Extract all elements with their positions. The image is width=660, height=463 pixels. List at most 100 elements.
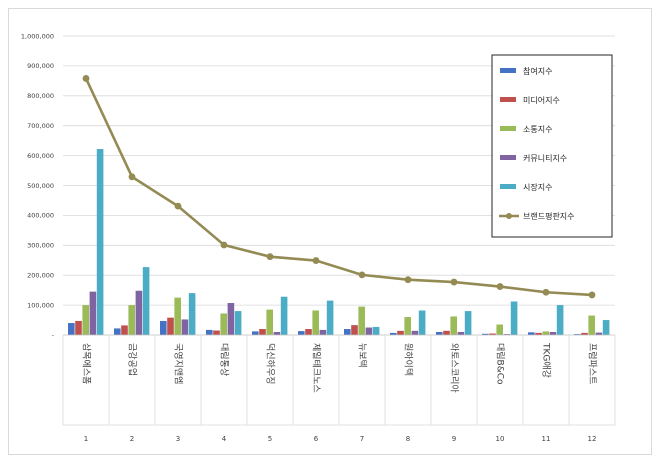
- brand-index-line: [82, 75, 596, 299]
- y-tick-label: 700,000: [27, 122, 54, 130]
- category-label: 금강공업: [127, 343, 138, 376]
- legend-box: [491, 54, 613, 238]
- y-tick-label: 200,000: [27, 272, 54, 280]
- bar-4: [273, 332, 281, 335]
- bar-5: [510, 301, 518, 335]
- category-label: 국영지앤엠: [173, 343, 185, 384]
- bar-1: [114, 328, 121, 335]
- brand-index-polyline: [84, 77, 593, 297]
- brand-reputation-chart: - 100,000 200,000 300,000 400,000 500,000 600,…: [21, 32, 616, 443]
- gridlines: [63, 35, 615, 306]
- bar-3: [588, 315, 595, 335]
- legend-label: 미디어지수: [523, 95, 560, 105]
- rank-label: 3: [176, 435, 180, 443]
- bar-5: [96, 149, 104, 335]
- bar-2: [581, 332, 588, 335]
- brand-index-point: [358, 271, 366, 279]
- bar-1: [390, 332, 397, 335]
- y-tick-label: 800,000: [27, 92, 54, 100]
- brand-index-point: [404, 276, 412, 284]
- bar-3: [128, 305, 135, 335]
- bar-4: [549, 332, 557, 335]
- bar-1: [574, 334, 581, 335]
- bar-2: [397, 330, 404, 335]
- bar-3: [450, 316, 457, 335]
- bar-3: [542, 331, 549, 335]
- bar-3: [496, 324, 503, 335]
- legend-swatch: [500, 97, 516, 102]
- rank-label: 7: [360, 435, 364, 443]
- bar-3: [82, 305, 89, 335]
- y-tick-label: 600,000: [27, 152, 54, 160]
- brand-index-point: [588, 291, 596, 299]
- bar-2: [213, 330, 220, 335]
- legend-label: 커뮤니티지수: [523, 153, 567, 163]
- bar-1: [436, 332, 443, 335]
- bar-3: [358, 306, 365, 335]
- legend-label: 소통지수: [523, 125, 552, 134]
- bar-4: [595, 332, 603, 335]
- bar-1: [344, 329, 351, 335]
- legend-swatch: [500, 184, 516, 189]
- category-label: 와토스코리아: [449, 343, 461, 393]
- bar-2: [259, 329, 266, 335]
- bar-4: [457, 332, 465, 335]
- bar-2: [167, 317, 174, 335]
- legend-swatch: [500, 68, 516, 73]
- y-tick-label: 300,000: [27, 242, 54, 250]
- rank-label: 4: [222, 435, 227, 443]
- bar-1: [298, 331, 305, 335]
- bar-5: [602, 320, 610, 335]
- category-label: 대림통상: [219, 343, 231, 376]
- legend-label: 참여지수: [523, 66, 552, 76]
- bar-4: [365, 327, 373, 335]
- brand-index-point: [82, 75, 90, 82]
- bar-4: [135, 290, 143, 335]
- category-label: 삼목에스폼: [81, 343, 92, 384]
- rank-label: 8: [406, 435, 410, 443]
- bar-2: [75, 320, 82, 335]
- bar-1: [160, 320, 167, 335]
- brand-index-point: [266, 253, 274, 261]
- bar-3: [266, 309, 273, 335]
- bar-2: [443, 330, 450, 335]
- category-label: 뉴보텍: [357, 343, 368, 368]
- chart-frame: - 100,000 200,000 300,000 400,000 500,000 600,…: [8, 8, 652, 455]
- brand-index-point: [542, 288, 550, 296]
- bar-5: [556, 305, 564, 335]
- y-tick-label: 500,000: [27, 182, 54, 190]
- brand-index-point: [220, 241, 228, 249]
- legend-marker: [506, 213, 512, 219]
- bar-2: [121, 325, 128, 335]
- bar-4: [503, 334, 511, 335]
- bar-4: [89, 291, 97, 335]
- rank-label: 10: [496, 435, 505, 443]
- legend-swatch: [500, 126, 516, 131]
- bar-4: [319, 329, 327, 335]
- bar-4: [181, 319, 189, 335]
- bar-5: [188, 293, 196, 335]
- y-tick-label: 900,000: [27, 62, 54, 70]
- bar-5: [234, 311, 242, 335]
- rank-label: 11: [542, 435, 551, 443]
- bar-5: [280, 296, 288, 335]
- y-tick-label: 100,000: [27, 301, 54, 309]
- bar-1: [482, 333, 489, 335]
- bar-1: [206, 329, 213, 335]
- bar-4: [411, 330, 419, 335]
- category-label: 프럼파스트: [587, 343, 599, 384]
- bar-3: [220, 313, 227, 335]
- bar-2: [489, 333, 496, 335]
- bar-3: [404, 317, 411, 335]
- bar-2: [351, 325, 358, 335]
- bar-5: [464, 311, 472, 335]
- rank-label: 2: [130, 435, 134, 443]
- bar-3: [312, 310, 319, 335]
- bar-4: [227, 303, 235, 335]
- bars: [68, 149, 610, 335]
- bar-5: [418, 310, 426, 335]
- category-label: 대림B&Co: [495, 343, 507, 385]
- bar-1: [252, 331, 259, 335]
- brand-index-point: [128, 173, 136, 181]
- rank-label: 12: [588, 435, 597, 443]
